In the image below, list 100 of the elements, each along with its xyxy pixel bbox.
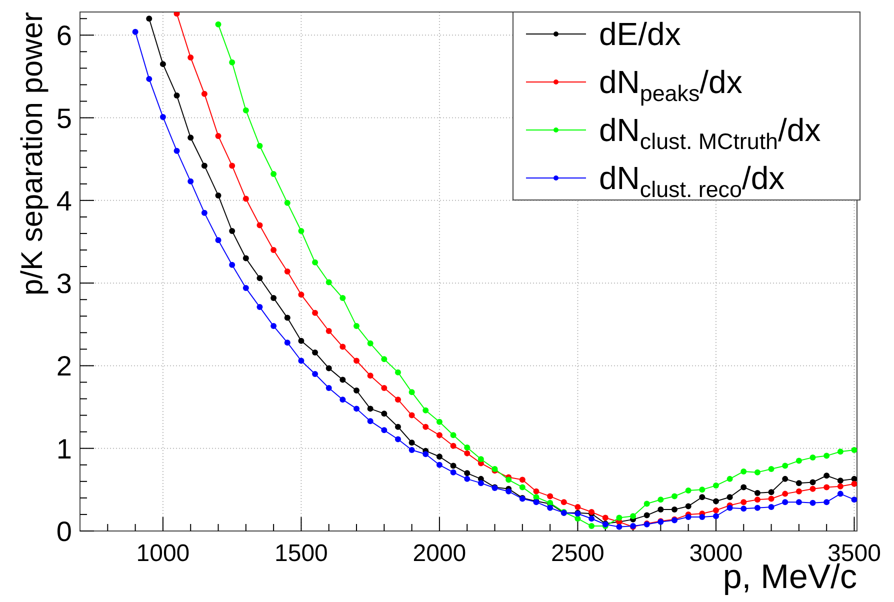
point [298, 358, 304, 364]
point [229, 228, 236, 234]
point [740, 499, 747, 506]
point [672, 506, 678, 513]
point [201, 210, 208, 216]
point [340, 294, 346, 301]
point [215, 21, 222, 28]
point [837, 483, 844, 490]
point [519, 484, 526, 490]
point [519, 476, 526, 483]
point [354, 406, 360, 412]
point [284, 200, 290, 206]
point [298, 228, 304, 234]
legend-label: dN$_{clust. reco}$/dx [599, 160, 785, 202]
point [270, 247, 277, 254]
point [768, 466, 774, 472]
point [188, 178, 194, 184]
point [354, 358, 360, 364]
point [242, 285, 249, 292]
point [685, 503, 692, 510]
y-tick-label: 2 [56, 350, 72, 382]
point [810, 454, 816, 460]
point [754, 496, 760, 503]
y-axis-title: p/K separation power [16, 12, 49, 296]
point [824, 472, 830, 479]
point [270, 323, 277, 330]
point [284, 314, 290, 321]
point [201, 162, 208, 169]
point [326, 279, 332, 286]
point [229, 162, 236, 169]
point [408, 389, 415, 396]
point [394, 424, 401, 430]
point [837, 448, 844, 455]
point [312, 259, 318, 266]
y-tick-label: 5 [56, 102, 72, 134]
point [768, 489, 774, 496]
point [132, 28, 138, 35]
point [574, 504, 581, 510]
point [229, 262, 236, 268]
point [644, 500, 650, 507]
point [796, 499, 802, 506]
point [160, 61, 166, 68]
point [824, 452, 830, 459]
point [146, 76, 152, 82]
point [506, 476, 512, 483]
point [422, 451, 429, 458]
point [464, 470, 470, 476]
point [588, 523, 595, 530]
x-tick-label: 1500 [274, 540, 328, 567]
point [408, 440, 415, 446]
point [851, 496, 857, 503]
point [340, 396, 346, 403]
point [810, 500, 816, 506]
point [408, 412, 415, 418]
point [256, 222, 263, 228]
point [533, 488, 540, 494]
point [312, 370, 318, 377]
point [354, 323, 360, 330]
point [699, 494, 706, 500]
point [381, 427, 388, 434]
point [270, 294, 277, 301]
point [464, 476, 470, 482]
point [326, 328, 332, 334]
point [340, 376, 346, 383]
point [740, 484, 747, 490]
point [616, 514, 622, 521]
point [810, 479, 816, 486]
point [658, 506, 664, 513]
point [160, 114, 166, 120]
point [436, 462, 442, 468]
point [588, 516, 595, 522]
point [256, 142, 263, 149]
point [699, 514, 706, 520]
point [560, 499, 567, 506]
y-tick-label: 3 [56, 268, 72, 300]
point [699, 486, 706, 493]
point [644, 512, 650, 518]
legend-label: dN$_{peaks}$/dx [599, 64, 742, 106]
point [270, 170, 277, 177]
point [422, 407, 429, 414]
point [616, 524, 622, 530]
point [436, 454, 442, 460]
point [174, 92, 180, 98]
point [672, 493, 678, 500]
point [782, 476, 788, 482]
point [201, 90, 208, 97]
point [796, 480, 802, 486]
point [506, 488, 512, 494]
point [326, 365, 332, 372]
point [726, 476, 733, 482]
point [408, 447, 415, 454]
point [381, 385, 388, 392]
point [754, 469, 760, 476]
point [242, 196, 249, 202]
point [478, 456, 484, 462]
point [754, 490, 760, 496]
legend-label: dE/dx [599, 16, 681, 52]
point [768, 496, 774, 502]
point [394, 396, 401, 403]
point [367, 406, 374, 412]
